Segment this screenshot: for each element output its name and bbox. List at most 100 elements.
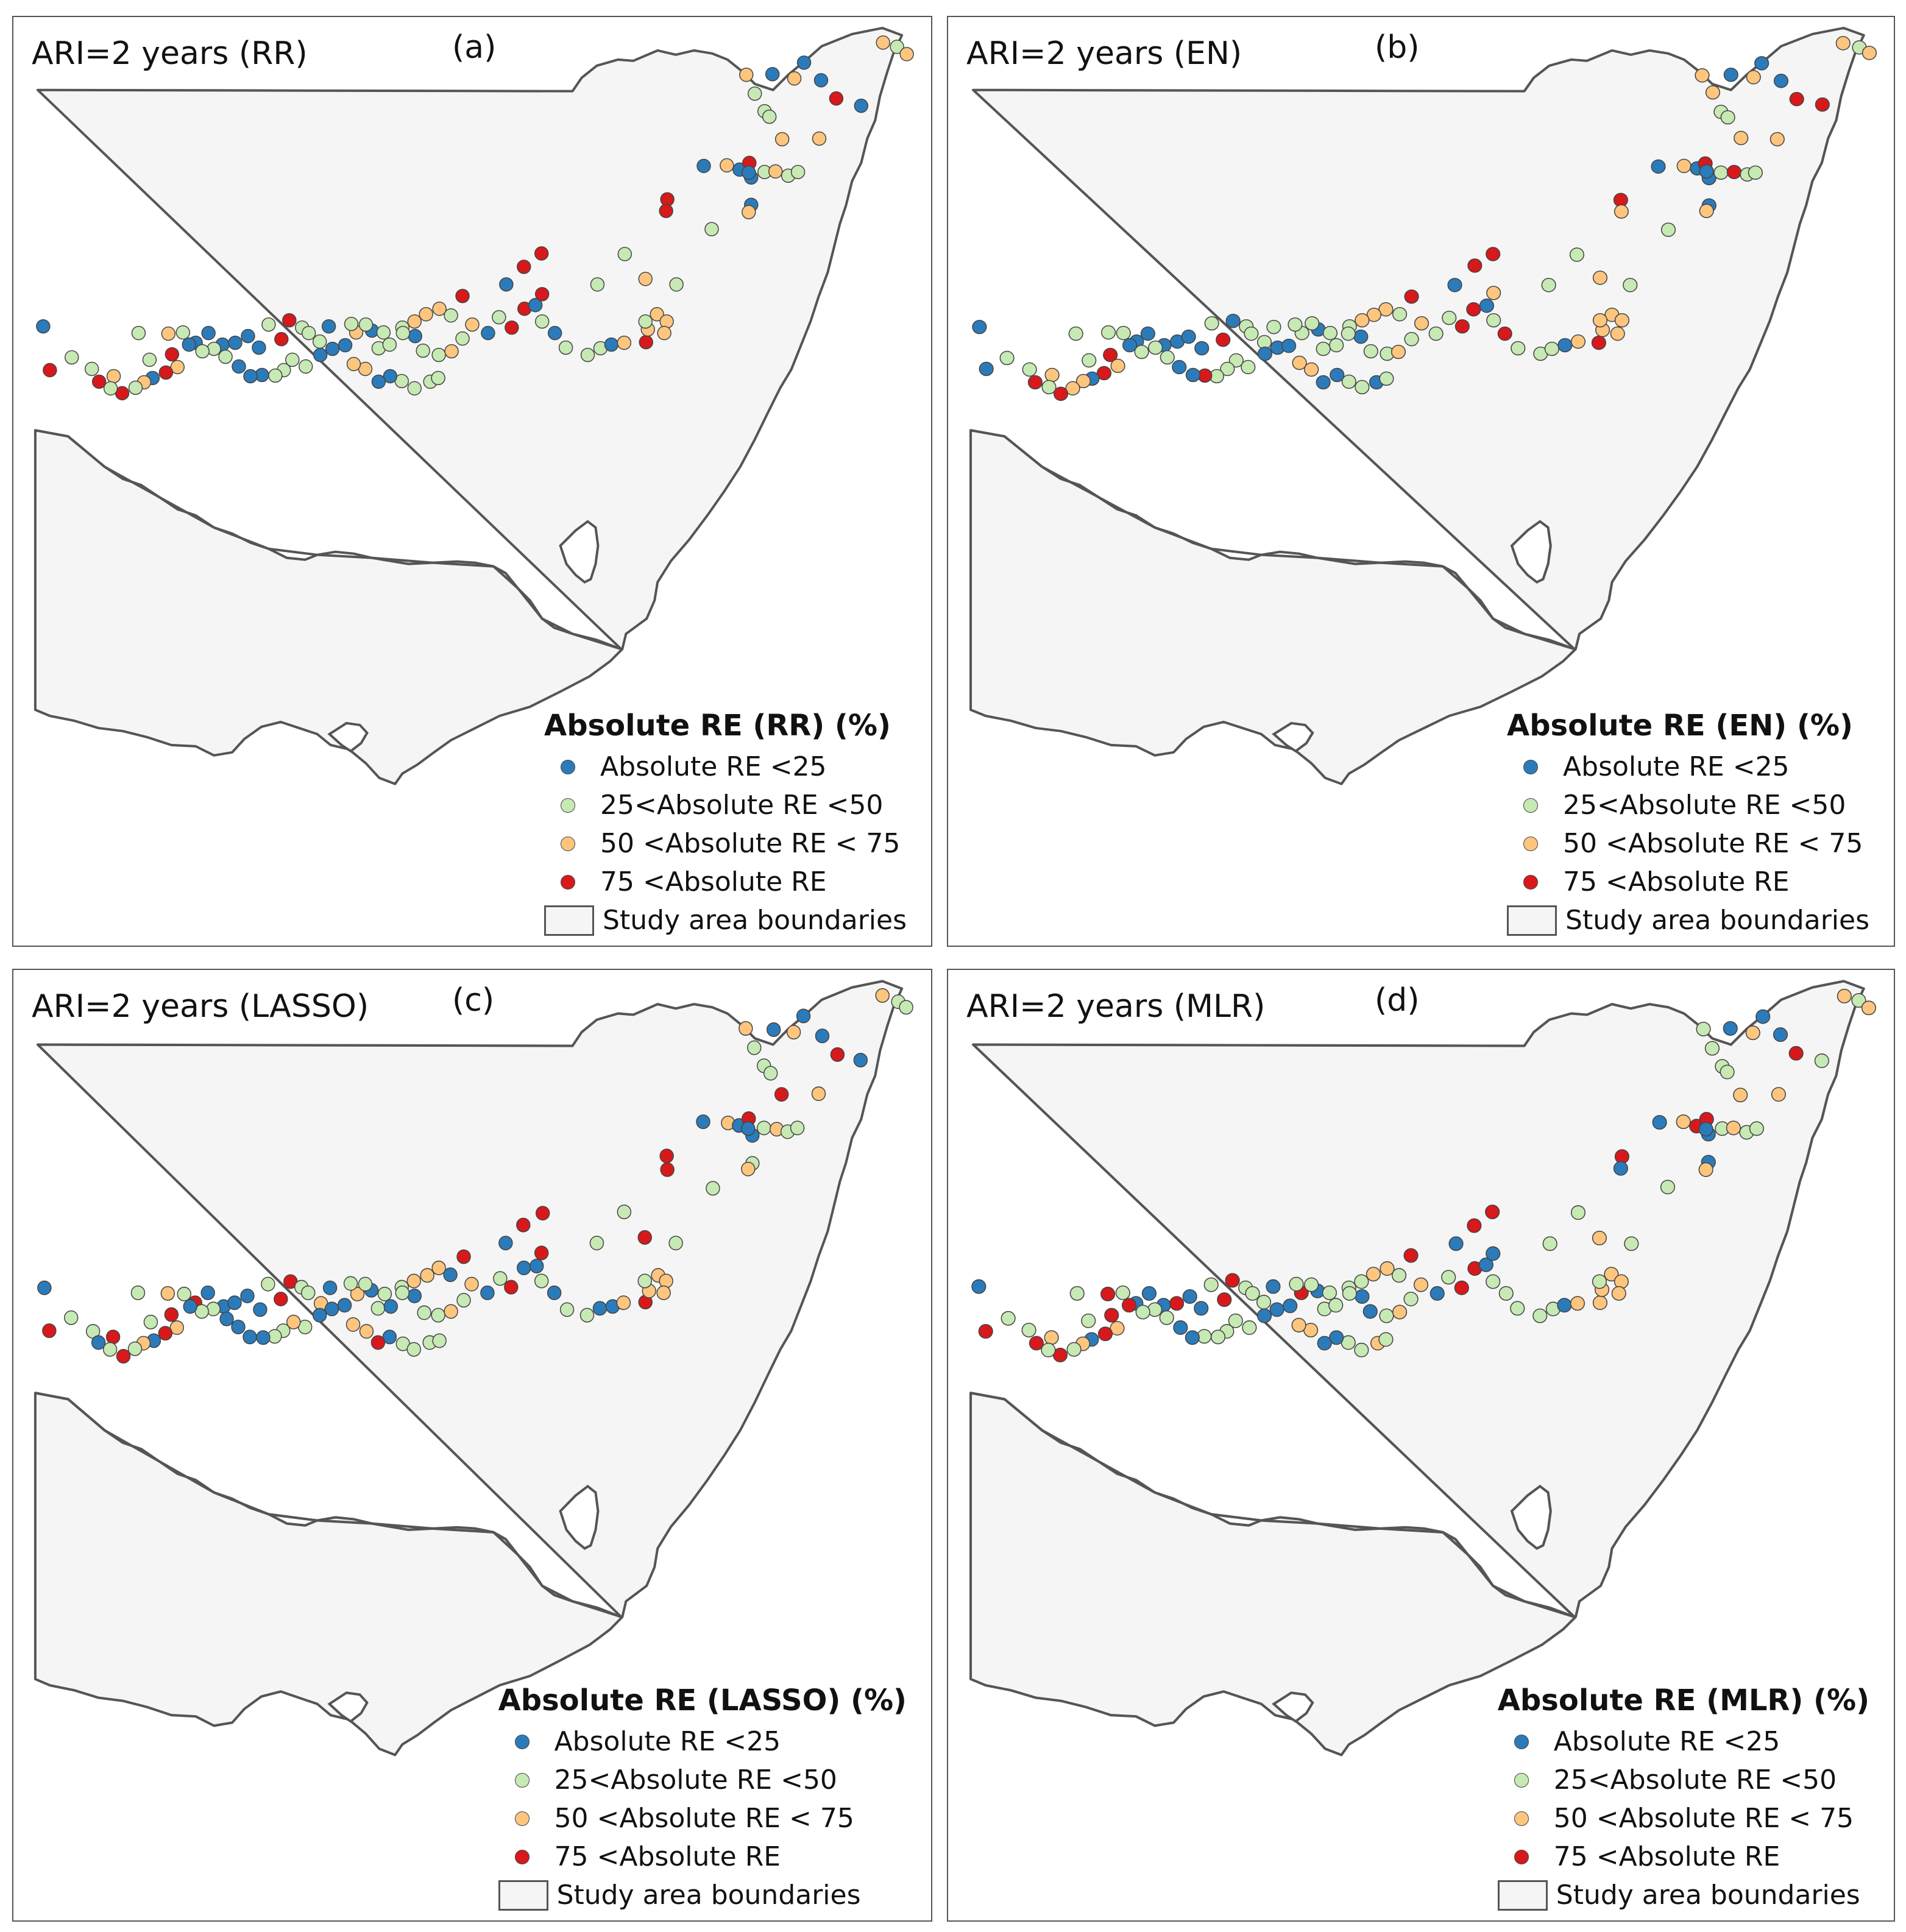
station-point [1378, 302, 1394, 317]
station-point [1172, 359, 1187, 375]
station-point [431, 1261, 446, 1276]
station-point [241, 328, 255, 344]
station-point [407, 314, 422, 329]
station-point [1379, 371, 1394, 386]
station-point [696, 158, 711, 174]
station-point [1403, 1248, 1419, 1263]
study-area-boundary [969, 26, 1865, 785]
station-point [345, 1317, 361, 1332]
station-point [240, 1288, 255, 1303]
station-point [1591, 335, 1606, 350]
station-point [432, 1333, 447, 1348]
station-point [1478, 1257, 1493, 1272]
station-point [1570, 1296, 1585, 1311]
station-point [42, 1323, 57, 1339]
bay-outline [1272, 1691, 1314, 1723]
station-point [1115, 1285, 1130, 1300]
station-point [103, 381, 118, 396]
station-point [1392, 307, 1408, 322]
station-point [720, 158, 734, 173]
station-point [1225, 313, 1241, 328]
station-point [669, 277, 684, 292]
station-point [344, 316, 359, 331]
station-point [1001, 1311, 1016, 1326]
station-point [1746, 70, 1761, 85]
station-point [660, 1162, 675, 1177]
station-point [1745, 1025, 1760, 1041]
station-point [1705, 85, 1721, 100]
station-point [261, 317, 276, 332]
legend: Absolute RE (MLR) (%) Absolute RE <25 25… [1497, 1683, 1869, 1914]
station-point [1720, 1064, 1735, 1080]
station-point [766, 1022, 781, 1038]
panel-label: (a) [452, 29, 497, 66]
station-point [1021, 1323, 1036, 1338]
station-point [395, 1285, 410, 1300]
station-point [285, 352, 300, 367]
station-point [1486, 1246, 1501, 1261]
station-point [1428, 326, 1444, 341]
station-point [787, 71, 802, 86]
station-point [1815, 97, 1830, 112]
station-point [416, 343, 430, 358]
legend-item-low: Absolute RE <25 [1507, 748, 1869, 786]
station-point [350, 1286, 365, 1301]
station-point [1403, 1292, 1419, 1307]
station-point [465, 317, 480, 332]
station-point [1754, 56, 1770, 71]
station-point [1592, 313, 1608, 328]
station-point [1835, 36, 1851, 51]
legend-item-veryhigh: 75 <Absolute RE [1498, 1838, 1869, 1876]
station-point [407, 1288, 422, 1303]
panel-label: (b) [1375, 29, 1420, 66]
legend-title: Absolute RE (EN) (%) [1507, 709, 1853, 743]
station-point [444, 1304, 458, 1319]
station-point [358, 317, 374, 332]
station-point [382, 337, 397, 352]
station-point [1570, 1205, 1586, 1220]
map-panel-a: ARI=2 years (RR) (a) Absolute RE (RR) (%… [12, 16, 932, 947]
station-point [1414, 316, 1430, 331]
station-point [1726, 1120, 1741, 1136]
station-point [1242, 1320, 1257, 1336]
map-a [34, 26, 914, 785]
legend-item-low: Absolute RE <25 [544, 748, 907, 786]
station-point [1366, 307, 1381, 322]
station-point [43, 363, 57, 378]
station-point [1305, 316, 1320, 331]
station-point [1116, 325, 1131, 341]
station-point [1341, 326, 1356, 341]
station-point [337, 1298, 352, 1313]
station-point [706, 1181, 720, 1196]
station-point [1317, 1336, 1332, 1351]
station-point [346, 356, 361, 372]
station-point [1210, 1329, 1226, 1345]
station-point [1225, 1273, 1240, 1288]
legend-item-veryhigh: 75 <Absolute RE [498, 1838, 907, 1876]
station-point [1257, 346, 1273, 361]
station-point [534, 1273, 549, 1289]
station-point [617, 1205, 632, 1220]
station-point [1467, 258, 1483, 273]
station-point [1354, 1342, 1369, 1357]
station-point [876, 35, 890, 50]
station-point [1097, 1326, 1113, 1342]
panel-title: ARI=2 years (MLR) [966, 988, 1266, 1025]
station-point [1181, 329, 1196, 344]
station-point [106, 369, 121, 384]
station-point [406, 1342, 421, 1357]
station-point [164, 1307, 179, 1322]
station-point [1363, 344, 1378, 359]
station-point [1486, 247, 1501, 261]
station-point [127, 1341, 143, 1356]
station-point [899, 1000, 913, 1015]
station-point [1623, 278, 1638, 292]
station-point [999, 350, 1015, 366]
station-point [464, 1276, 479, 1292]
station-point [1322, 325, 1338, 341]
station-point [313, 347, 328, 363]
station-point [91, 1335, 106, 1350]
station-point [1169, 1296, 1185, 1311]
station-point [37, 1280, 52, 1295]
station-point [757, 1120, 771, 1136]
